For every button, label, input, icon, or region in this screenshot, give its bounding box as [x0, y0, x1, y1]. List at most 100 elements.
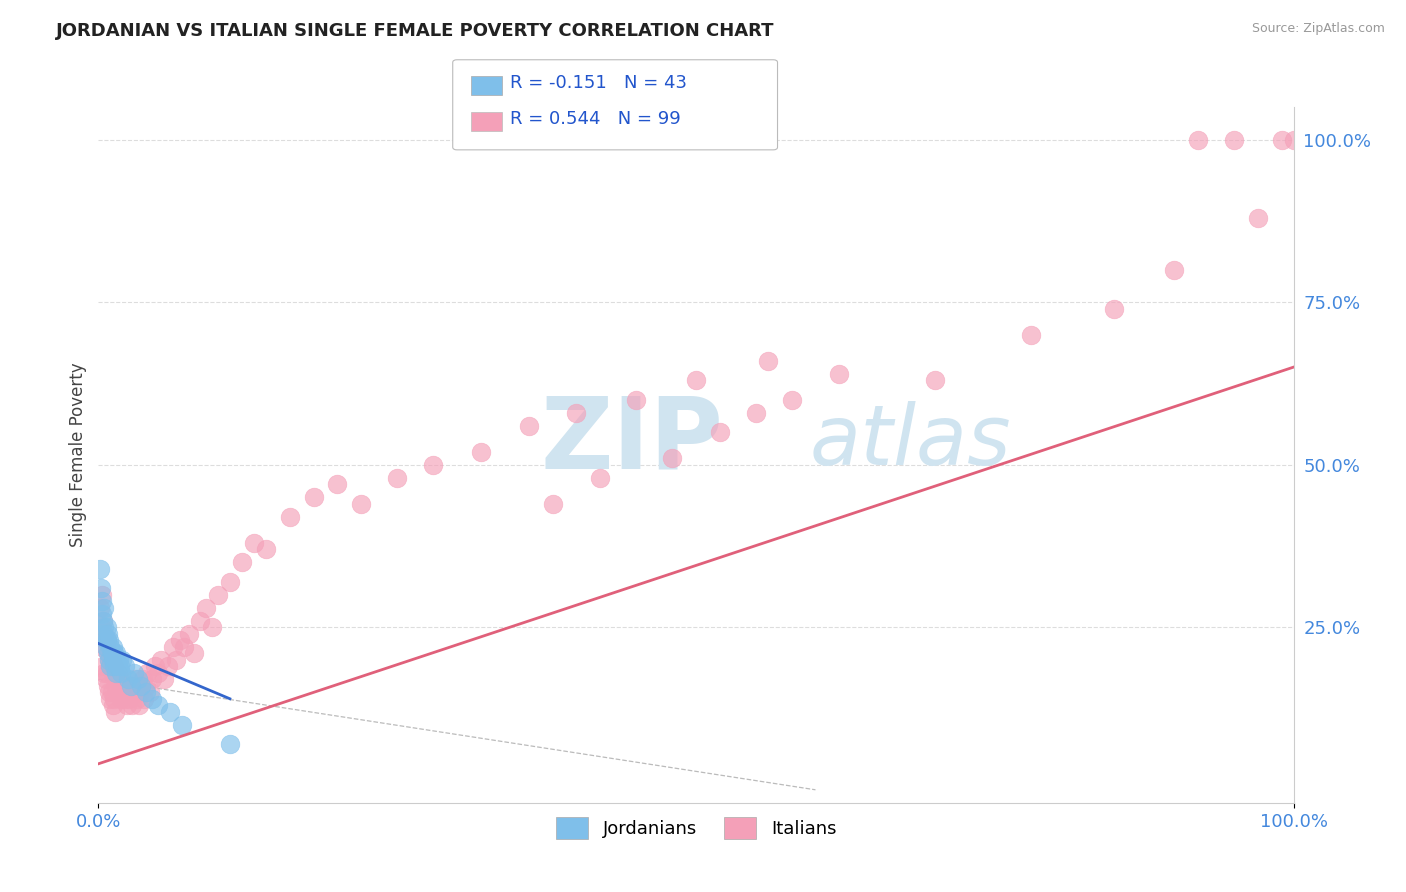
- Point: [179, 626, 201, 640]
- Point: [709, 425, 731, 439]
- Point: [127, 672, 149, 686]
- Point: [93, 626, 115, 640]
- Point: [148, 665, 170, 680]
- Point: [135, 685, 157, 699]
- Point: [124, 665, 146, 680]
- Point: [169, 633, 191, 648]
- Point: [97, 626, 120, 640]
- Point: [626, 392, 648, 407]
- Point: [422, 458, 444, 472]
- Point: [96, 633, 118, 648]
- Point: [159, 705, 181, 719]
- Point: [124, 685, 146, 699]
- Point: [110, 691, 132, 706]
- Point: [101, 698, 124, 713]
- Point: [131, 679, 153, 693]
- Point: [93, 600, 115, 615]
- Point: [91, 640, 114, 654]
- Point: [565, 406, 588, 420]
- Point: [162, 640, 184, 654]
- Point: [98, 633, 121, 648]
- Point: [243, 535, 266, 549]
- Point: [1247, 211, 1270, 225]
- Point: [124, 672, 146, 686]
- Point: [115, 698, 138, 713]
- Point: [541, 497, 564, 511]
- Point: [278, 509, 301, 524]
- Point: [385, 471, 409, 485]
- Y-axis label: Single Female Poverty: Single Female Poverty: [69, 363, 87, 547]
- Point: [96, 665, 118, 680]
- Point: [201, 620, 224, 634]
- Point: [172, 718, 194, 732]
- Point: [89, 600, 111, 615]
- Point: [98, 685, 121, 699]
- Point: [90, 620, 112, 634]
- Point: [103, 691, 125, 706]
- Point: [219, 737, 242, 751]
- Point: [97, 646, 120, 660]
- Point: [125, 691, 148, 706]
- Point: [661, 451, 683, 466]
- Point: [107, 653, 129, 667]
- Point: [111, 679, 134, 693]
- Point: [110, 665, 132, 680]
- Point: [127, 679, 149, 693]
- Legend: Jordanians, Italians: Jordanians, Italians: [548, 809, 844, 846]
- Point: [91, 594, 114, 608]
- Point: [254, 542, 277, 557]
- Point: [91, 614, 114, 628]
- Point: [114, 691, 136, 706]
- Point: [1187, 132, 1209, 146]
- Text: R = -0.151   N = 43: R = -0.151 N = 43: [510, 74, 688, 92]
- Point: [128, 698, 150, 713]
- Point: [100, 653, 122, 667]
- Point: [173, 640, 195, 654]
- Point: [156, 659, 179, 673]
- Point: [132, 691, 155, 706]
- Point: [135, 679, 157, 693]
- Point: [470, 444, 492, 458]
- Point: [120, 679, 142, 693]
- Point: [98, 653, 121, 667]
- Point: [1282, 132, 1305, 146]
- Point: [91, 614, 114, 628]
- Point: [121, 698, 143, 713]
- Point: [120, 679, 142, 693]
- Point: [756, 353, 779, 368]
- Point: [143, 659, 166, 673]
- Point: [685, 373, 707, 387]
- Point: [231, 555, 253, 569]
- Point: [103, 646, 125, 660]
- Point: [104, 705, 127, 719]
- Point: [111, 653, 134, 667]
- Point: [350, 497, 373, 511]
- Point: [924, 373, 946, 387]
- Point: [149, 653, 172, 667]
- Point: [89, 562, 111, 576]
- Point: [91, 607, 114, 622]
- Point: [183, 646, 205, 660]
- Point: [828, 367, 851, 381]
- Point: [117, 685, 139, 699]
- Point: [97, 646, 120, 660]
- Point: [101, 653, 124, 667]
- Point: [517, 418, 540, 433]
- Point: [105, 679, 128, 693]
- Point: [101, 665, 124, 680]
- Point: [153, 672, 176, 686]
- Point: [131, 672, 153, 686]
- Point: [1223, 132, 1246, 146]
- Point: [141, 672, 163, 686]
- Point: [107, 672, 129, 686]
- Point: [103, 659, 125, 673]
- Point: [103, 659, 125, 673]
- Point: [141, 691, 163, 706]
- Point: [107, 659, 129, 673]
- Point: [108, 659, 131, 673]
- Point: [96, 620, 118, 634]
- Point: [108, 685, 131, 699]
- Text: JORDANIAN VS ITALIAN SINGLE FEMALE POVERTY CORRELATION CHART: JORDANIAN VS ITALIAN SINGLE FEMALE POVER…: [56, 22, 775, 40]
- Text: ZIP: ZIP: [541, 392, 724, 490]
- Point: [94, 640, 117, 654]
